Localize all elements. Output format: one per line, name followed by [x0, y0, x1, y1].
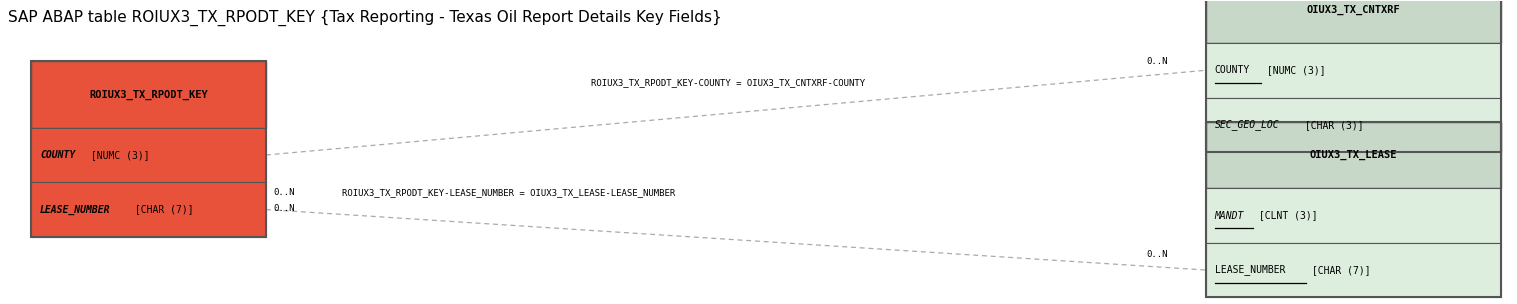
- FancyBboxPatch shape: [30, 182, 265, 237]
- FancyBboxPatch shape: [1206, 0, 1502, 43]
- Text: [CHAR (3)]: [CHAR (3)]: [1299, 120, 1364, 130]
- Text: SEC_GEO_LOC: SEC_GEO_LOC: [1215, 119, 1279, 130]
- Text: MANDT: MANDT: [1215, 211, 1244, 220]
- Text: SAP ABAP table ROIUX3_TX_RPODT_KEY {Tax Reporting - Texas Oil Report Details Key: SAP ABAP table ROIUX3_TX_RPODT_KEY {Tax …: [8, 10, 722, 26]
- FancyBboxPatch shape: [1206, 122, 1502, 188]
- Text: ROIUX3_TX_RPODT_KEY-LEASE_NUMBER = OIUX3_TX_LEASE-LEASE_NUMBER: ROIUX3_TX_RPODT_KEY-LEASE_NUMBER = OIUX3…: [341, 188, 675, 197]
- Text: COUNTY: COUNTY: [39, 150, 76, 160]
- Text: [CHAR (7)]: [CHAR (7)]: [129, 205, 194, 215]
- Text: [NUMC (3)]: [NUMC (3)]: [1261, 65, 1326, 75]
- Text: OIUX3_TX_LEASE: OIUX3_TX_LEASE: [1309, 150, 1397, 160]
- Text: OIUX3_TX_CNTXRF: OIUX3_TX_CNTXRF: [1306, 5, 1400, 15]
- FancyBboxPatch shape: [1206, 188, 1502, 243]
- FancyBboxPatch shape: [1206, 43, 1502, 98]
- Text: LEASE_NUMBER: LEASE_NUMBER: [1215, 264, 1285, 275]
- Text: [CHAR (7)]: [CHAR (7)]: [1306, 265, 1371, 275]
- Text: [CLNT (3)]: [CLNT (3)]: [1253, 211, 1318, 220]
- Text: LEASE_NUMBER: LEASE_NUMBER: [39, 204, 111, 215]
- Text: 0..N: 0..N: [273, 203, 294, 212]
- Text: 0..N: 0..N: [1147, 250, 1168, 259]
- Text: 0..N: 0..N: [273, 188, 294, 197]
- Text: ROIUX3_TX_RPODT_KEY-COUNTY = OIUX3_TX_CNTXRF-COUNTY: ROIUX3_TX_RPODT_KEY-COUNTY = OIUX3_TX_CN…: [592, 78, 865, 87]
- Text: COUNTY: COUNTY: [1215, 65, 1250, 75]
- Text: ROIUX3_TX_RPODT_KEY: ROIUX3_TX_RPODT_KEY: [90, 89, 208, 100]
- FancyBboxPatch shape: [1206, 98, 1502, 152]
- FancyBboxPatch shape: [30, 128, 265, 182]
- FancyBboxPatch shape: [1206, 243, 1502, 297]
- Text: 0..N: 0..N: [1147, 57, 1168, 66]
- Text: [NUMC (3)]: [NUMC (3)]: [85, 150, 149, 160]
- FancyBboxPatch shape: [30, 61, 265, 128]
